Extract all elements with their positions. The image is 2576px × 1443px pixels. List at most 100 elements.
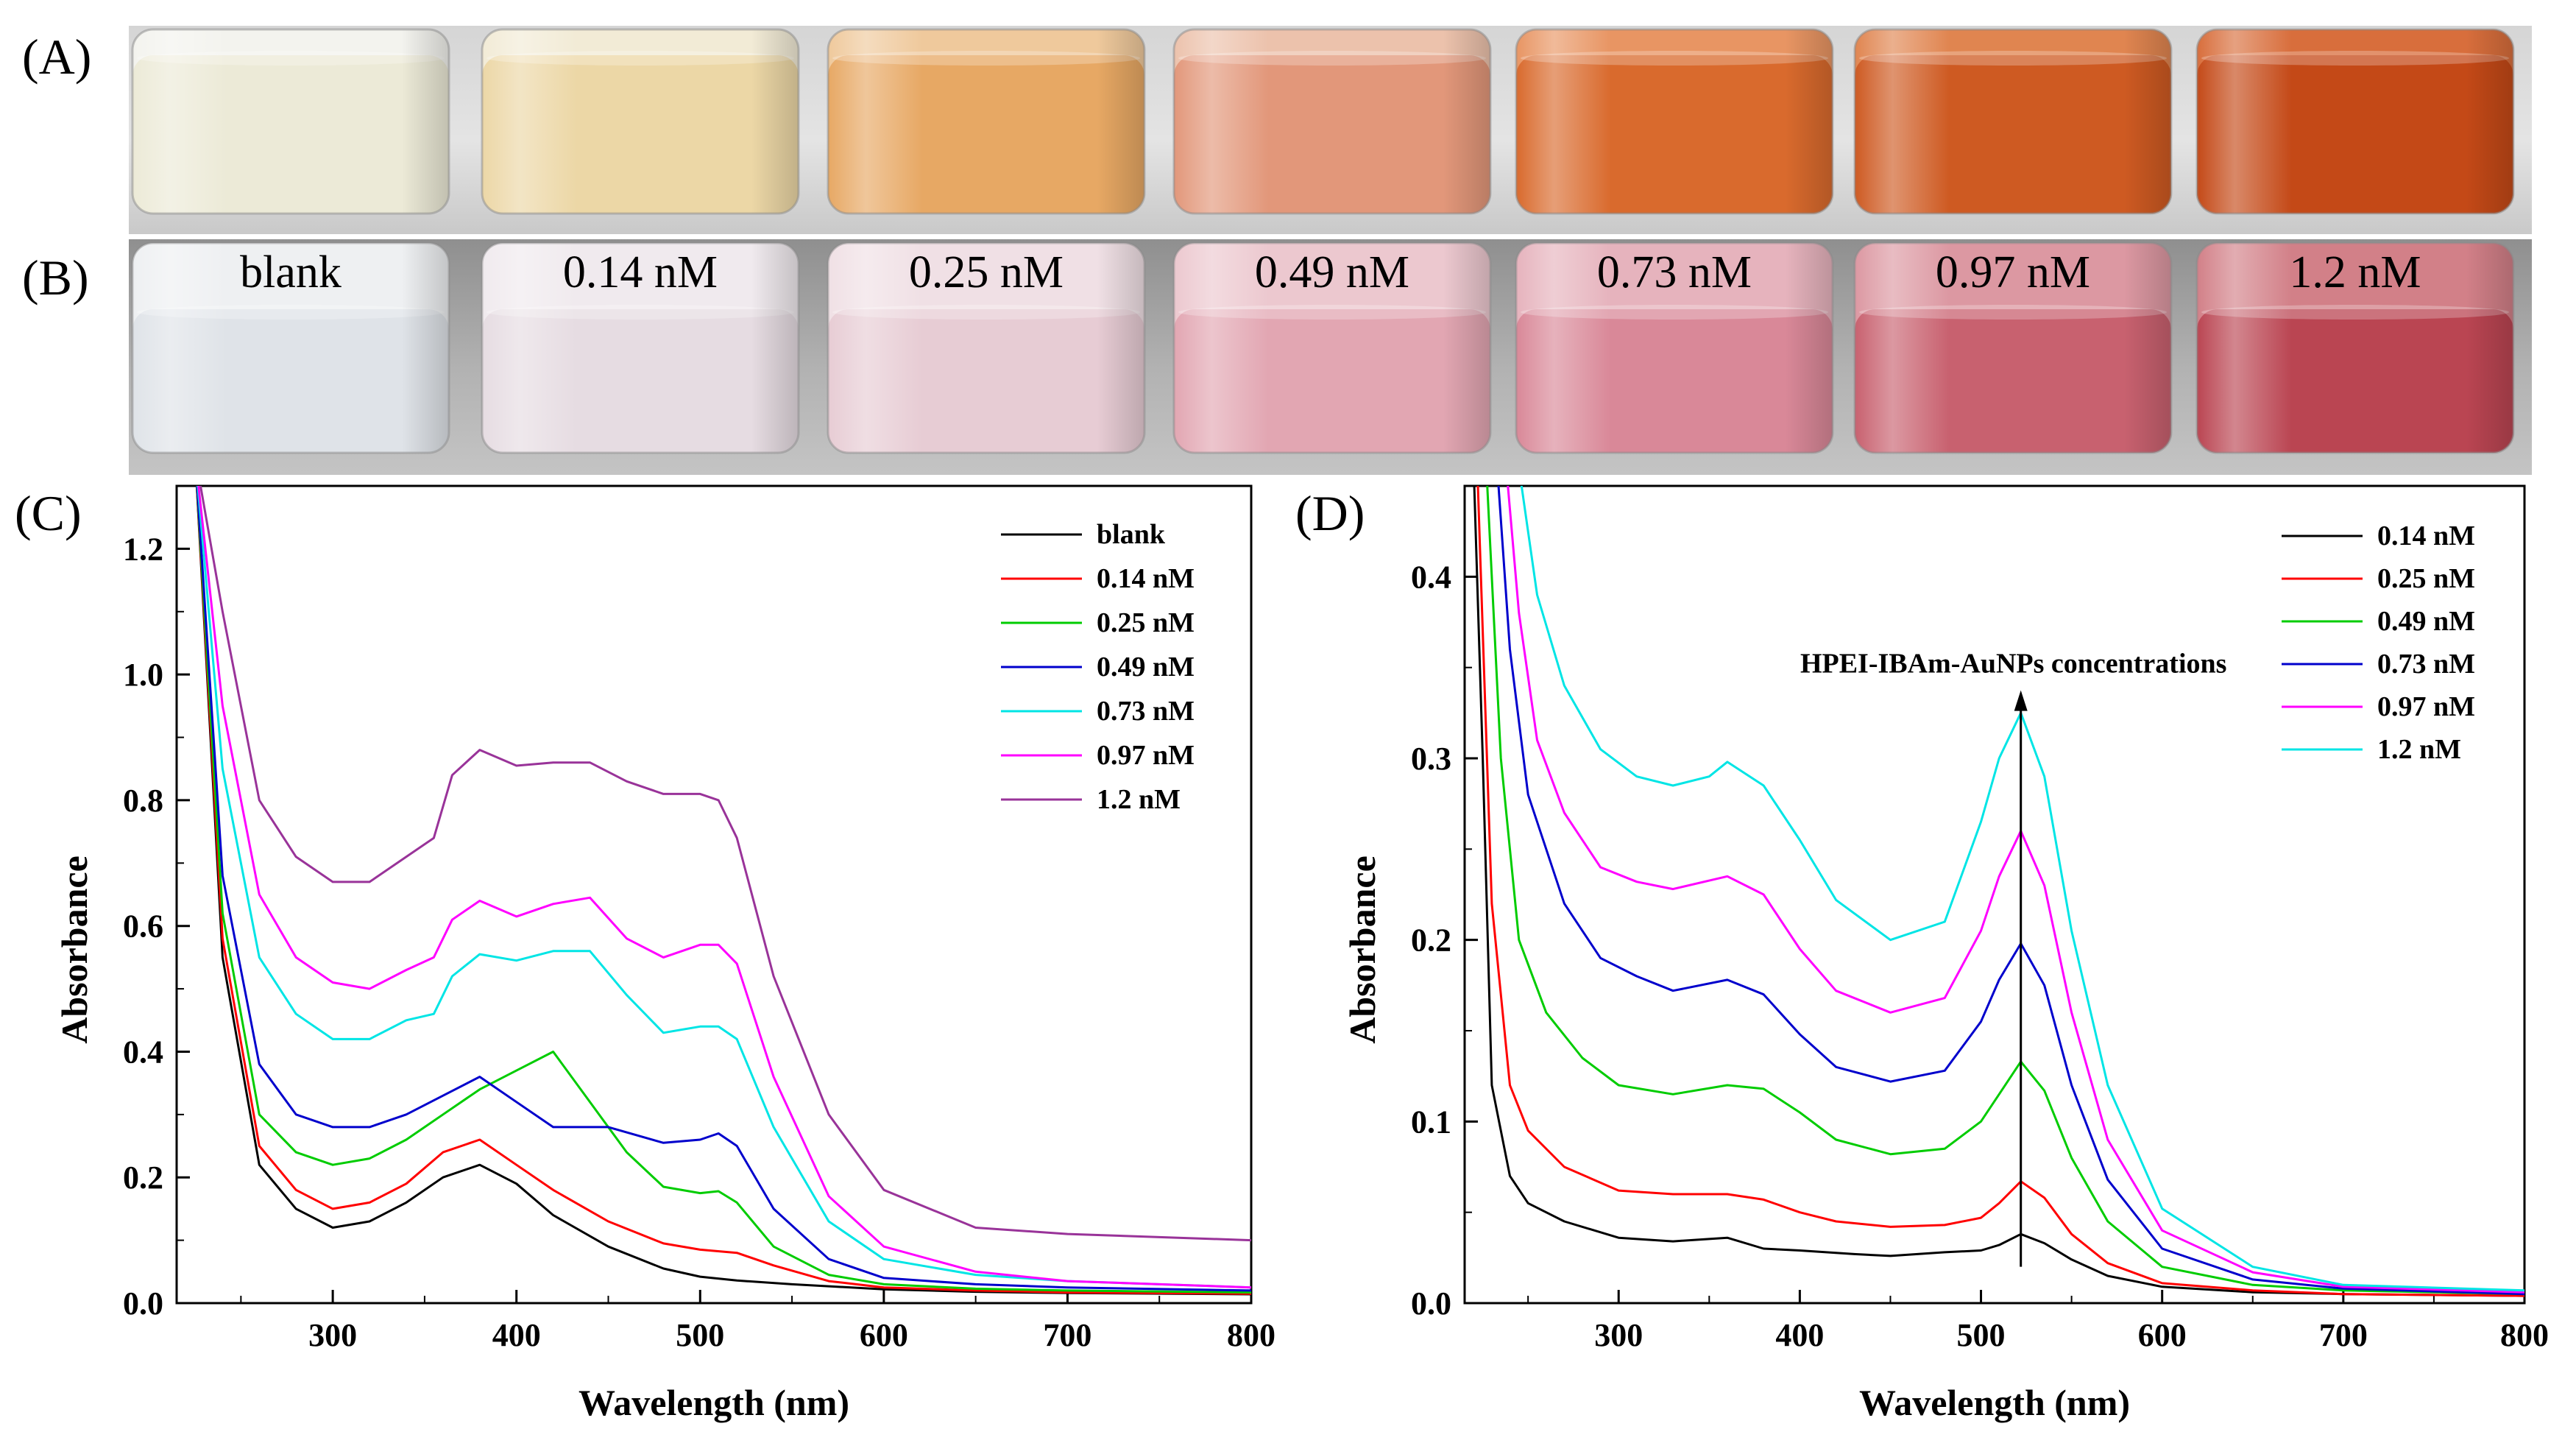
- vial-concentration-label: 1.2 nM: [2289, 247, 2421, 297]
- legend-label: 1.2 nM: [2377, 734, 2461, 765]
- y-tick-label: 0.2: [1411, 922, 1451, 959]
- legend-label: blank: [1097, 519, 1166, 550]
- series-line: [197, 486, 1251, 1289]
- vial: [1172, 28, 1492, 215]
- legend-label: 0.14 nM: [2377, 521, 2475, 551]
- y-tick-label: 0.2: [123, 1160, 163, 1196]
- chart-d: (D) 300 400 500 600 700 800 0.0 0.1 0.2 0.3 0.4 0.…: [1295, 484, 2549, 1423]
- axis-ticks-d: 300 400 500 600 700 800 0.0 0.1 0.2 0.3 0.4: [1411, 559, 2549, 1353]
- vial: 0.14 nM: [481, 241, 800, 454]
- vial-row-b: blank 0.14 nM 0.25 nM 0.49 nM 0.73 nM 0.97 nM…: [131, 241, 2515, 454]
- y-tick-label: 0.1: [1411, 1104, 1451, 1140]
- panel-letter-b: (B): [22, 250, 89, 306]
- legend-label: 1.2 nM: [1097, 784, 1181, 815]
- vial: 0.25 nM: [827, 241, 1146, 454]
- y-axis-label-d: Absorbance: [1342, 855, 1383, 1044]
- vial: 1.2 nM: [2195, 241, 2515, 454]
- plot-frame-d: [1463, 484, 2526, 1305]
- vial-reflection: [482, 29, 799, 214]
- y-tick-label: 0.8: [123, 783, 163, 819]
- panel-letter-a: (A): [22, 29, 91, 85]
- panel-letter-d: (D): [1295, 485, 1365, 541]
- vial-reflection: [132, 29, 449, 214]
- x-tick-label: 500: [1957, 1317, 2006, 1353]
- vial-outline: [1853, 241, 2173, 454]
- y-tick-label: 0.4: [123, 1034, 163, 1070]
- legend-label: 0.97 nM: [1097, 740, 1195, 771]
- legend-label: 0.73 nM: [2377, 649, 2475, 680]
- y-tick-label: 1.2: [123, 531, 163, 567]
- vial-concentration-label: 0.25 nM: [909, 247, 1064, 297]
- x-tick-label: 800: [2500, 1317, 2549, 1353]
- x-tick-label: 600: [860, 1317, 908, 1353]
- vial: 0.97 nM: [1853, 241, 2173, 454]
- series-line: [196, 486, 1251, 1292]
- y-tick-label: 0.6: [123, 909, 163, 945]
- x-tick-label: 700: [2319, 1317, 2368, 1353]
- series-line: [199, 486, 1251, 1242]
- vial-reflection: [1516, 29, 1833, 214]
- plot-frame-c: [175, 484, 1253, 1305]
- vial-reflection: [2197, 29, 2513, 214]
- vial: [131, 28, 450, 215]
- annotation-arrow-head: [2014, 690, 2028, 711]
- x-tick-label: 800: [1227, 1317, 1275, 1353]
- vial: blank: [131, 241, 450, 454]
- series-line: [1476, 486, 2524, 1297]
- legend-label: 0.25 nM: [1097, 607, 1195, 638]
- x-tick-label: 600: [2138, 1317, 2187, 1353]
- series-line: [197, 486, 1251, 1289]
- photo-panel-a: (A): [22, 26, 2532, 234]
- x-tick-label: 300: [1594, 1317, 1643, 1353]
- vial: [1515, 28, 1834, 215]
- vial-reflection: [1855, 243, 2171, 453]
- series-line: [195, 486, 1251, 1295]
- vial-concentration-label: blank: [240, 247, 342, 297]
- legend-label: 0.25 nM: [2377, 563, 2475, 594]
- legend-label: 0.97 nM: [2377, 691, 2475, 722]
- legend-c: blank 0.14 nM 0.25 nM 0.49 nM 0.73 nM 0.97 nM…: [1001, 519, 1195, 815]
- vial: 0.49 nM: [1172, 241, 1492, 454]
- vial-outline: [2195, 241, 2515, 454]
- y-tick-label: 0.4: [1411, 559, 1451, 595]
- series-line: [1473, 486, 2524, 1297]
- vial-reflection: [1855, 29, 2171, 214]
- y-axis-label-c: Absorbance: [54, 855, 95, 1044]
- y-tick-label: 0.0: [1411, 1285, 1451, 1322]
- series-line: [1520, 486, 2524, 1292]
- vial: [2195, 28, 2515, 215]
- vial: 0.73 nM: [1515, 241, 1834, 454]
- series-line: [1507, 486, 2524, 1294]
- y-tick-label: 1.0: [123, 657, 163, 693]
- vial-outline: [827, 28, 1146, 215]
- vial-reflection: [482, 243, 799, 453]
- legend-label: 0.73 nM: [1097, 696, 1195, 727]
- vial-outline: [1172, 28, 1492, 215]
- series-line: [196, 486, 1251, 1294]
- vial-reflection: [828, 29, 1144, 214]
- vial-reflection: [2197, 243, 2513, 453]
- vial-outline: [1853, 28, 2173, 215]
- legend-label: 0.49 nM: [1097, 652, 1195, 682]
- vial-outline: [2195, 28, 2515, 215]
- x-axis-label-c: Wavelength (nm): [578, 1382, 849, 1423]
- vial-reflection: [1516, 243, 1833, 453]
- vial: [1853, 28, 2173, 215]
- series-line: [195, 486, 1251, 1296]
- vial-outline: [481, 241, 800, 454]
- series-lines-d: [1473, 486, 2524, 1297]
- legend-d: 0.14 nM 0.25 nM 0.49 nM 0.73 nM 0.97 nM 1.2 n…: [2282, 521, 2475, 765]
- vial-concentration-label: 0.73 nM: [1597, 247, 1752, 297]
- chart-c: (C) 300 400 500 600 700 800 0.0 0.2 0.4 0.6 0.8 1.0…: [15, 484, 1275, 1423]
- vial-reflection: [132, 243, 449, 453]
- vial-outline: [1515, 241, 1834, 454]
- axis-ticks-c: 300 400 500 600 700 800 0.0 0.2 0.4 0.6 0.8 1.0 1.2: [123, 531, 1275, 1353]
- x-tick-label: 700: [1043, 1317, 1091, 1353]
- vial-outline: [131, 28, 450, 215]
- vial: [481, 28, 800, 215]
- vial-outline: [1172, 241, 1492, 454]
- vial-concentration-label: 0.49 nM: [1255, 247, 1409, 297]
- vial-outline: [1515, 28, 1834, 215]
- y-tick-label: 0.0: [123, 1285, 163, 1322]
